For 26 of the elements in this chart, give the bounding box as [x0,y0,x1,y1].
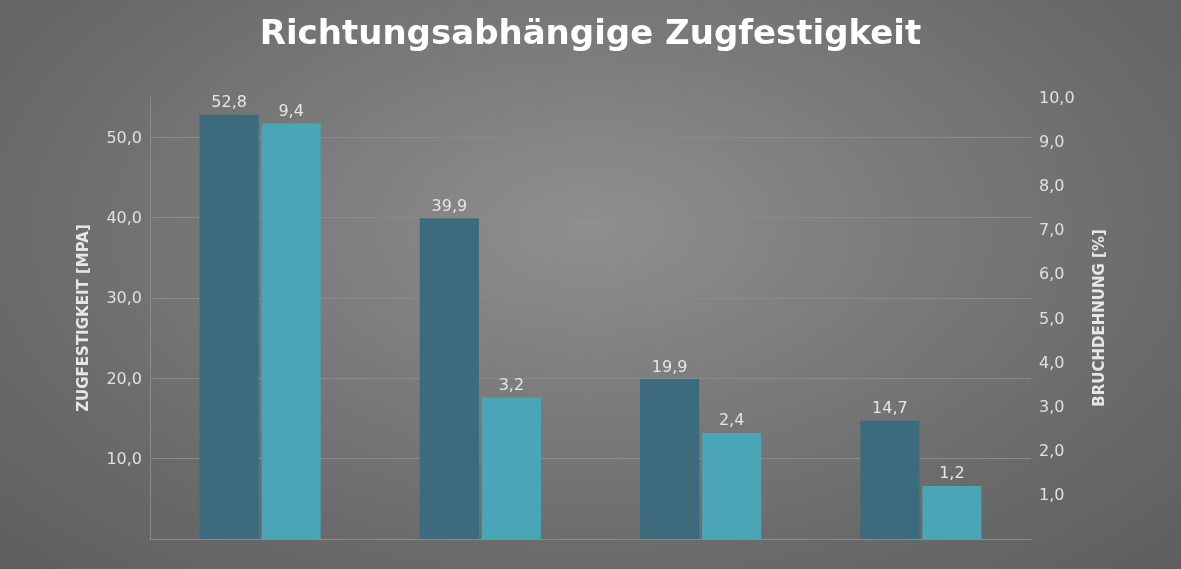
y2-tick-label: 5,0 [1039,308,1065,328]
y2-tick-label: 8,0 [1039,175,1065,195]
y2-tick-label: 4,0 [1039,352,1065,372]
y2-tick-label: 3,0 [1039,396,1065,416]
y2-axis-title: BRUCHDEHNUNG [%] [1089,229,1108,407]
y-tick-label: 40,0 [106,208,142,228]
data-label: 52,8 [211,92,247,112]
y2-tick-label: 7,0 [1039,220,1065,240]
y2-tick-label: 10,0 [1039,87,1075,107]
y-tick-label: 30,0 [106,288,142,308]
y-tick-label: 10,0 [106,449,142,469]
y-axis-title: ZUGFESTIGKEIT [MPA] [73,224,92,412]
y2-tick-label: 1,0 [1039,485,1065,505]
data-label: 2,4 [718,410,745,430]
y-tick-label: 20,0 [106,368,142,388]
y2-tick-label: 9,0 [1039,131,1065,151]
data-label: 39,9 [431,195,468,215]
data-label: 9,4 [278,101,304,121]
y-tick-label: 50,0 [106,127,142,147]
chart-title: Richtungsabhängige Zugfestigkeit [259,12,922,52]
y2-tick-label: 2,0 [1039,441,1065,461]
data-label: 1,2 [939,463,965,483]
data-label: 3,2 [498,375,525,395]
data-label: 19,9 [651,356,688,376]
y2-tick-label: 6,0 [1039,264,1065,284]
data-label: 14,7 [872,398,908,418]
